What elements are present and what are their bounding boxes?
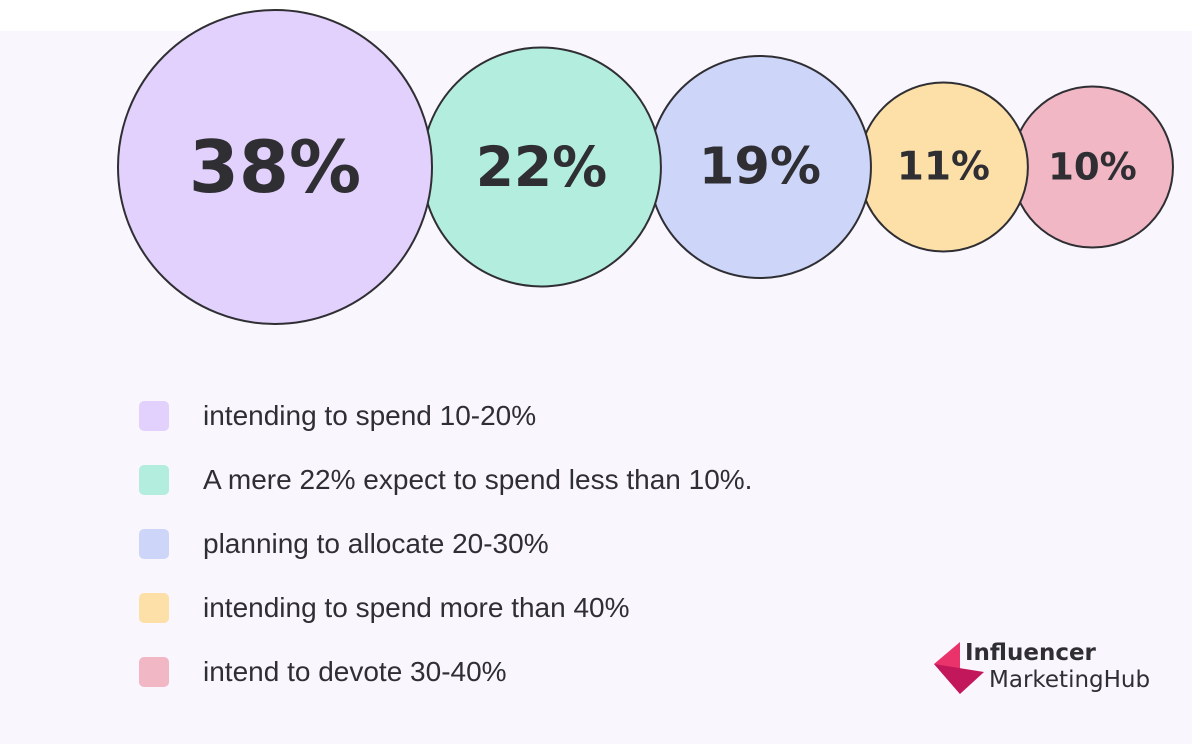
logo-text-marketinghub: MarketingHub bbox=[989, 667, 1151, 693]
bubble-chart: 38% 22% 19% 11% 10% bbox=[117, 9, 1174, 325]
legend-label: intending to spend 10-20% bbox=[203, 400, 537, 431]
logo-mark-icon bbox=[934, 642, 984, 694]
bubble-value-label: 10% bbox=[1048, 146, 1137, 189]
bubble-value-label: 22% bbox=[476, 135, 608, 199]
bubble-value-label: 11% bbox=[897, 145, 990, 190]
legend-swatch bbox=[139, 529, 169, 559]
legend-swatch bbox=[139, 593, 169, 623]
bubble bbox=[117, 9, 433, 325]
legend-item: planning to allocate 20-30% bbox=[139, 512, 919, 576]
bubble-value-label: 38% bbox=[189, 125, 361, 209]
logo-text-influencer: Influencer bbox=[965, 640, 1096, 666]
influencer-marketing-hub-logo: Influencer MarketingHub bbox=[934, 638, 1184, 698]
legend-item: intending to spend 10-20% bbox=[139, 384, 919, 448]
legend-label: planning to allocate 20-30% bbox=[203, 528, 549, 559]
legend-label: A mere 22% expect to spend less than 10%… bbox=[203, 464, 753, 495]
chart-legend: intending to spend 10-20% A mere 22% exp… bbox=[139, 384, 919, 704]
legend-item: intending to spend more than 40% bbox=[139, 576, 919, 640]
legend-swatch bbox=[139, 401, 169, 431]
legend-item: intend to devote 30-40% bbox=[139, 640, 919, 704]
legend-item: A mere 22% expect to spend less than 10%… bbox=[139, 448, 919, 512]
legend-label: intending to spend more than 40% bbox=[203, 592, 630, 623]
legend-swatch bbox=[139, 657, 169, 687]
legend-swatch bbox=[139, 465, 169, 495]
legend-label: intend to devote 30-40% bbox=[203, 656, 507, 687]
bubble-value-label: 19% bbox=[699, 138, 821, 197]
